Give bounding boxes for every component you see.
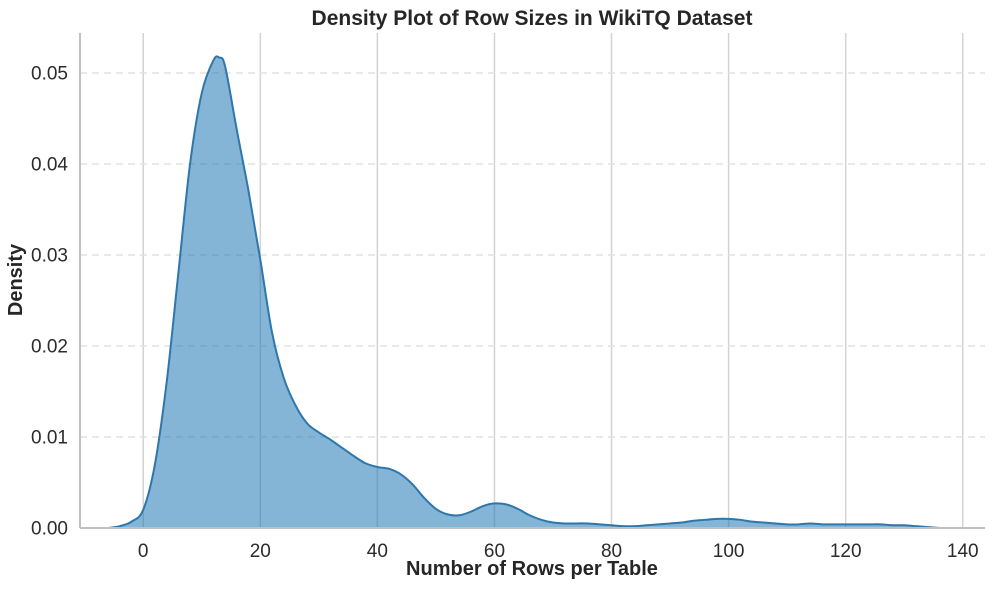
x-tick-label: 140 — [947, 541, 979, 562]
x-axis-tick-labels: 0 20 40 60 80 100 120 140 — [138, 541, 979, 562]
x-tick-label: 40 — [367, 541, 388, 562]
y-tick-label: 0.05 — [31, 63, 68, 84]
x-tick-label: 120 — [830, 541, 862, 562]
x-tick-label: 0 — [138, 541, 149, 562]
y-tick-label: 0.04 — [31, 154, 68, 175]
vertical-gridlines — [142, 33, 964, 528]
y-axis-tick-labels: 0.00 0.01 0.02 0.03 0.04 0.05 — [31, 63, 68, 539]
axis-spines — [79, 33, 985, 529]
x-tick-label: 100 — [713, 541, 745, 562]
density-area — [108, 56, 940, 528]
x-tick-label: 80 — [601, 541, 622, 562]
chart-title: Density Plot of Row Sizes in WikiTQ Data… — [312, 7, 753, 30]
x-tick-label: 20 — [250, 541, 271, 562]
y-tick-label: 0.00 — [31, 518, 68, 539]
y-tick-label: 0.01 — [31, 427, 68, 448]
x-axis-label: Number of Rows per Table — [406, 558, 658, 580]
y-axis-label: Density — [5, 243, 27, 316]
y-tick-label: 0.03 — [31, 245, 68, 266]
y-tick-label: 0.02 — [31, 336, 68, 357]
density-curve-line — [107, 55, 940, 528]
x-tick-label: 60 — [484, 541, 505, 562]
